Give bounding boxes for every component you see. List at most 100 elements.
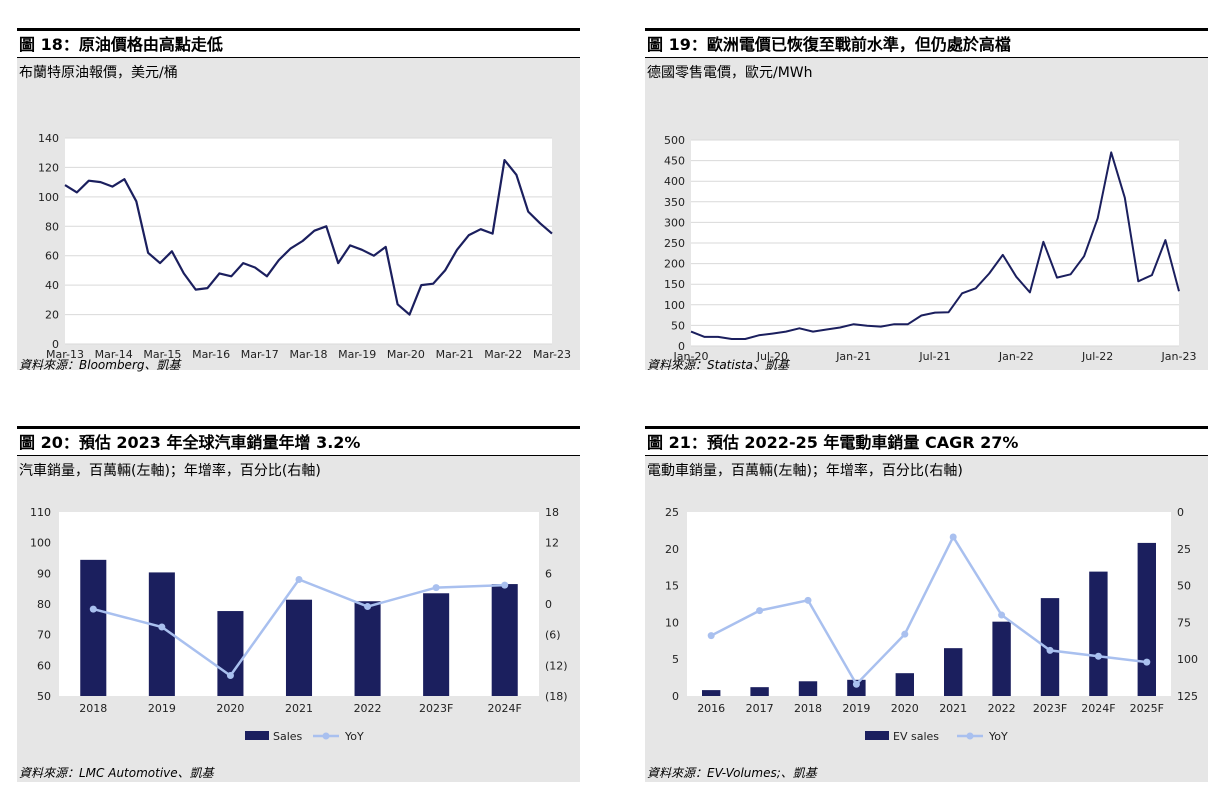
x-tick-label: Mar-20 — [387, 348, 425, 361]
y-right-tick-label: 25 — [1177, 543, 1191, 556]
y-right-tick-label: (12) — [545, 659, 568, 672]
bar — [750, 687, 769, 696]
bar — [1089, 571, 1108, 696]
y-left-tick-label: 70 — [37, 629, 51, 642]
y-tick-label: 200 — [664, 258, 685, 271]
y-left-tick-label: 15 — [665, 580, 679, 593]
y-tick-label: 350 — [664, 196, 685, 209]
y-left-tick-label: 0 — [672, 690, 679, 703]
x-tick-label: 2018 — [794, 702, 822, 715]
x-tick-label: Jul-21 — [918, 350, 950, 363]
chart-panel-19: 圖 19：歐洲電價已恢復至戰前水準，但仍處於高檔 德國零售電價，歐元/MWh 0… — [645, 28, 1208, 383]
legend-label: EV sales — [893, 730, 939, 743]
line-chart-electricity: 0 50 100 150 200 250 300 350 400 450 500 Jan-20 Jul-… — [664, 134, 1197, 363]
y-left-tick-label: 5 — [672, 653, 679, 666]
x-tick-label: 2021 — [939, 702, 967, 715]
y-right-tick-label: (18) — [545, 690, 568, 703]
x-tick-label: 2018 — [79, 702, 107, 715]
yoy-point — [1046, 646, 1054, 654]
x-tick-label: Jan-22 — [998, 350, 1034, 363]
bar — [491, 584, 518, 696]
chart-panel-18: 圖 18：原油價格由高點走低 布蘭特原油報價，美元/桶 0 20 40 60 80 100… — [17, 28, 580, 383]
y-right-tick-label: 125 — [1177, 690, 1198, 703]
x-tick-label: Mar-18 — [289, 348, 327, 361]
yoy-point — [998, 611, 1006, 619]
bar — [992, 621, 1011, 696]
y-right-tick-label: 6 — [545, 567, 552, 580]
x-tick-label: Mar-15 — [143, 348, 181, 361]
bar — [285, 599, 313, 696]
legend-marker — [322, 732, 330, 740]
yoy-line — [710, 534, 1147, 687]
y-left-tick-label: 20 — [665, 543, 679, 556]
bar — [354, 601, 381, 696]
chart-body: 德國零售電價，歐元/MWh 0 50 100 150 200 250 300 350 400 45… — [645, 58, 1208, 370]
x-tick-label: 2019 — [148, 702, 176, 715]
legend-marker — [966, 732, 974, 740]
x-tick-label: Jul-22 — [1081, 350, 1113, 363]
x-tick-label: Mar-16 — [192, 348, 230, 361]
yoy-point — [364, 603, 372, 611]
chart-body: 汽車銷量，百萬輛(左軸)；年增率，百分比(右軸) 50 60 70 80 90 100 11… — [17, 456, 580, 782]
y-tick-label: 60 — [45, 250, 59, 263]
x-tick-label: Mar-17 — [241, 348, 279, 361]
bar — [423, 593, 450, 696]
y-tick-label: 250 — [664, 237, 685, 250]
yoy-point — [901, 630, 909, 638]
y-left-tick-label: 110 — [30, 506, 51, 519]
x-tick-label: Mar-14 — [95, 348, 133, 361]
chart-source: 資料來源：EV-Volumes;、凱基 — [647, 766, 817, 780]
bar — [702, 690, 721, 696]
chart-subtitle: 電動車銷量，百萬輛(左軸)；年增率，百分比(右軸) — [647, 463, 963, 479]
yoy-point — [158, 623, 166, 631]
yoy-point — [226, 672, 234, 680]
x-tick-label: 2025F — [1130, 702, 1164, 715]
bar — [944, 648, 963, 696]
x-tick-label: Mar-13 — [46, 348, 84, 361]
y-right-tick-label: 18 — [545, 506, 559, 519]
x-tick-label: Mar-22 — [484, 348, 522, 361]
x-tick-label: Jan-23 — [1161, 350, 1197, 363]
legend-swatch-bars — [245, 731, 269, 740]
bar — [847, 679, 866, 696]
yoy-point — [707, 632, 715, 640]
x-tick-label: Jul-20 — [756, 350, 788, 363]
plot-area — [65, 138, 552, 344]
y-tick-label: 40 — [45, 279, 59, 292]
x-tick-label: Jan-21 — [835, 350, 871, 363]
y-tick-label: 0 — [678, 340, 685, 353]
bar — [217, 611, 244, 696]
y-tick-label: 80 — [45, 220, 59, 233]
x-tick-label: 2019 — [842, 702, 870, 715]
y-tick-label: 20 — [45, 309, 59, 322]
yoy-point — [295, 575, 303, 583]
y-tick-label: 140 — [38, 132, 59, 145]
x-tick-label: 2020 — [216, 702, 244, 715]
bar — [80, 559, 107, 696]
x-tick-label: 2022 — [988, 702, 1016, 715]
y-tick-label: 500 — [664, 134, 685, 147]
series-line — [690, 151, 1180, 340]
y-tick-label: 0 — [52, 338, 59, 351]
x-tick-label: 2023F — [419, 702, 453, 715]
y-tick-label: 120 — [38, 161, 59, 174]
legend-label: YoY — [344, 730, 364, 743]
y-right-tick-label: 0 — [1177, 506, 1184, 519]
yoy-point — [804, 596, 812, 604]
x-tick-label: Jan-20 — [673, 350, 709, 363]
x-tick-label: 2016 — [697, 702, 725, 715]
y-left-tick-label: 50 — [37, 690, 51, 703]
chart-title: 圖 18：原油價格由高點走低 — [17, 28, 580, 58]
y-tick-label: 50 — [671, 319, 685, 332]
yoy-point — [1143, 658, 1151, 666]
x-tick-label: 2017 — [746, 702, 774, 715]
yoy-point — [89, 605, 97, 613]
y-left-tick-label: 60 — [37, 659, 51, 672]
legend-label: Sales — [273, 730, 303, 743]
chart-subtitle: 汽車銷量，百萬輛(左軸)；年增率，百分比(右軸) — [19, 463, 321, 479]
x-tick-label: 2024F — [1081, 702, 1115, 715]
chart-source: 資料來源：Bloomberg、凱基 — [19, 358, 181, 372]
y-right-tick-label: 50 — [1177, 580, 1191, 593]
y-left-tick-label: 90 — [37, 567, 51, 580]
